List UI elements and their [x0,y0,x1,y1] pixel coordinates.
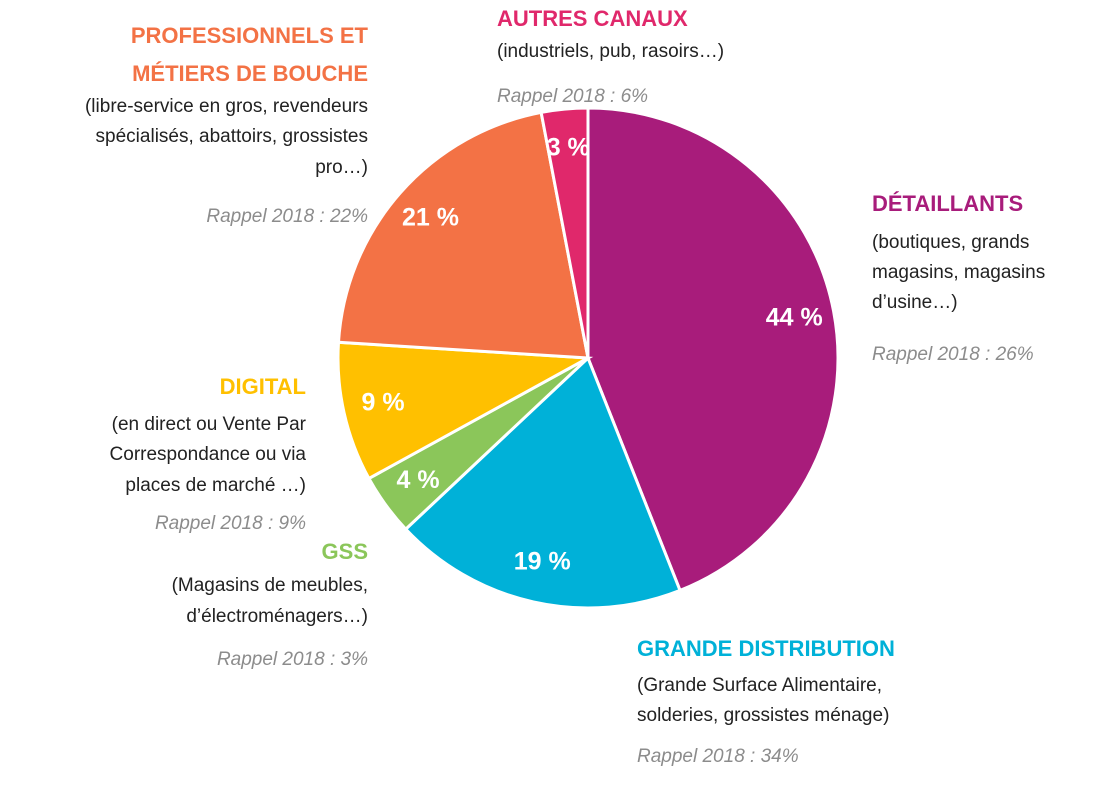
pie-slice [336,340,594,481]
pie-slice [336,110,590,360]
category-description: (libre-service en gros, revendeurs [85,96,368,117]
recall-2018: Rappel 2018 : 6% [497,86,648,107]
value-label: 19 % [514,548,571,576]
category-title: GRANDE DISTRIBUTION [637,636,895,661]
value-label: 9 % [362,388,405,416]
category-description: magasins, magasins [872,262,1045,283]
category-title: MÉTIERS DE BOUCHE [132,61,368,86]
category-title: GSS [322,539,368,564]
value-label: 3 % [547,134,590,162]
category-description: (en direct ou Vente Par [112,414,307,435]
category-title: PROFESSIONNELS ET [131,23,369,48]
category-description: pro…) [315,157,368,178]
category-title: AUTRES CANAUX [497,6,688,31]
pie-slice [586,106,840,593]
category-description: solderies, grossistes ménage) [637,705,889,726]
category-description: d’électroménagers…) [186,606,368,627]
value-label: 4 % [397,466,440,494]
category-description: (Magasins de meubles, [172,575,368,596]
category-description: (boutiques, grands [872,232,1029,253]
category-description: places de marché …) [125,475,306,496]
recall-2018: Rappel 2018 : 3% [217,649,368,670]
category-description: (industriels, pub, rasoirs…) [497,41,724,62]
category-description: spécialisés, abattoirs, grossistes [96,126,368,147]
category-description: (Grande Surface Alimentaire, [637,675,882,696]
recall-2018: Rappel 2018 : 22% [206,206,368,227]
value-label: 21 % [402,204,459,232]
value-label: 44 % [766,303,823,331]
category-title: DÉTAILLANTS [872,191,1023,216]
recall-2018: Rappel 2018 : 34% [637,746,799,767]
category-description: d’usine…) [872,292,958,313]
recall-2018: Rappel 2018 : 9% [155,513,306,534]
category-description: Correspondance ou via [110,444,307,465]
pie-slice [403,355,682,610]
pie-slice [539,106,590,359]
category-title: DIGITAL [220,374,306,399]
recall-2018: Rappel 2018 : 26% [872,344,1034,365]
